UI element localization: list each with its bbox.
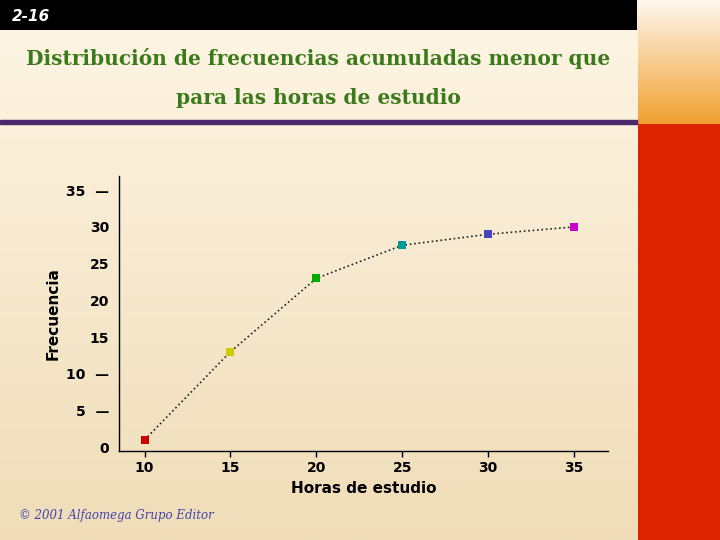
Text: Distribución de frecuencias acumuladas menor que: Distribución de frecuencias acumuladas m… [27,48,611,69]
Text: 2-16: 2-16 [12,9,50,24]
Text: para las horas de estudio: para las horas de estudio [176,87,461,108]
Text: © 2001 Alfaomega Grupo Editor: © 2001 Alfaomega Grupo Editor [19,509,214,522]
Bar [0,120,637,124]
X-axis label: Horas de estudio: Horas de estudio [291,481,436,496]
Y-axis label: Frecuencia: Frecuencia [45,267,60,360]
